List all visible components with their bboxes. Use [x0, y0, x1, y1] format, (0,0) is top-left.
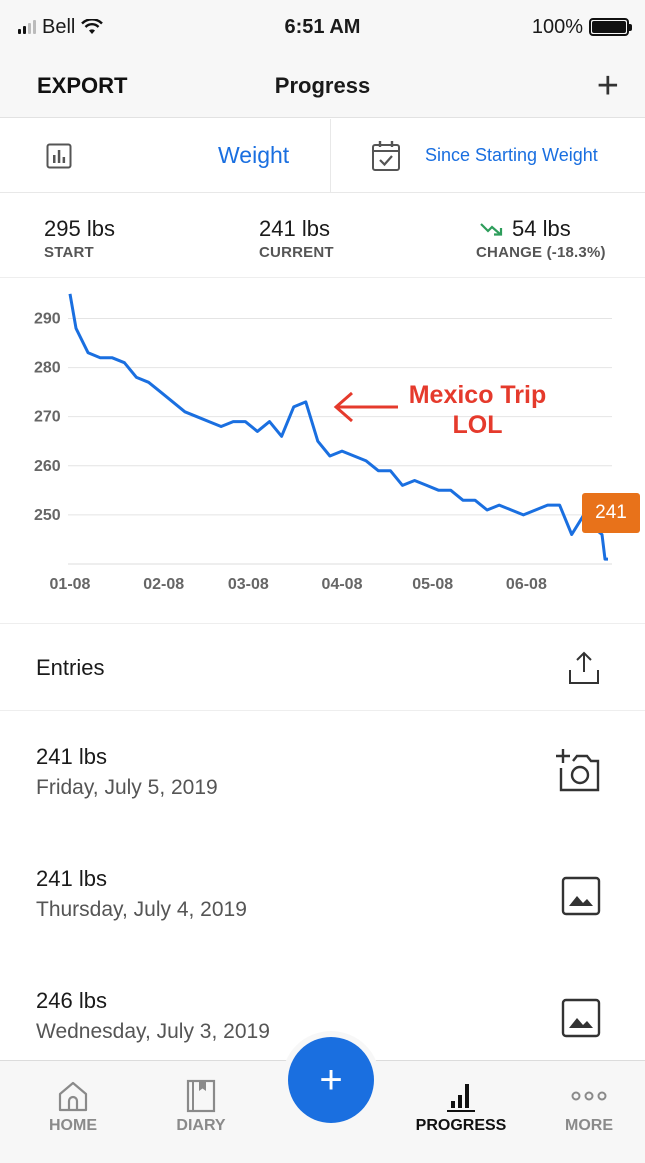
stats-row: 295 lbs START 241 lbs CURRENT 54 lbs CHA…	[0, 194, 645, 278]
stat-change-value: 54 lbs	[512, 216, 571, 241]
battery-icon	[589, 18, 632, 36]
current-value-tooltip: 241	[582, 493, 640, 533]
stat-change: 54 lbs CHANGE (-18.3%)	[476, 216, 606, 261]
wifi-icon	[81, 19, 104, 34]
annotation-arrow-head	[333, 391, 353, 423]
y-tick-label: 260	[34, 458, 61, 475]
x-tick-label: 03-08	[228, 576, 269, 593]
entries-header: Entries	[0, 625, 645, 711]
y-tick-label: 270	[34, 409, 61, 426]
trend-down-icon	[480, 223, 503, 236]
bar-chart-icon	[46, 143, 72, 168]
weight-series-line	[68, 293, 608, 561]
tab-diary-label: DIARY	[176, 1117, 226, 1134]
battery-level	[592, 21, 626, 33]
y-tick-label: 280	[34, 360, 61, 377]
export-button[interactable]: EXPORT	[37, 72, 128, 98]
entry-row[interactable]: 246 lbs Wednesday, July 3, 2019	[0, 956, 645, 1078]
x-tick-label: 04-08	[322, 576, 363, 593]
entry-row[interactable]: 241 lbs Thursday, July 4, 2019	[0, 834, 645, 956]
image-icon[interactable]	[561, 876, 601, 916]
chart-annotation: Mexico Trip LOL	[370, 381, 585, 440]
stat-change-label: CHANGE (-18.3%)	[476, 244, 606, 261]
weight-chart-svg: 290 280 270 260 250 01-08 02-08 03-08 04-08 05-08…	[34, 293, 612, 593]
tab-home[interactable]: HOME	[13, 1079, 133, 1135]
tab-home-label: HOME	[49, 1117, 97, 1134]
y-tick-label: 290	[34, 310, 61, 327]
signal-icon	[18, 20, 36, 34]
entry-date: Wednesday, July 3, 2019	[36, 1020, 270, 1043]
entries-title: Entries	[36, 654, 105, 680]
status-right: 100%	[531, 15, 632, 39]
plus-icon: +	[319, 1057, 343, 1102]
metric-label: Weight	[218, 142, 290, 168]
plus-icon[interactable]: +	[596, 64, 619, 107]
weight-chart[interactable]: 290 280 270 260 250 01-08 02-08 03-08 04-08 05-08…	[0, 279, 645, 624]
entry-weight: 241 lbs	[36, 744, 107, 769]
stat-start-label: START	[44, 244, 94, 261]
range-label: Since Starting Weight	[425, 145, 598, 165]
more-dots-icon	[571, 1091, 607, 1101]
add-photo-icon[interactable]	[555, 748, 601, 794]
annotation-line-1: Mexico Trip	[408, 381, 547, 409]
battery-percent: 100%	[531, 15, 583, 38]
home-icon	[58, 1081, 88, 1112]
calendar-check-icon	[372, 140, 400, 171]
tab-progress[interactable]: PROGRESS	[401, 1079, 521, 1135]
image-icon[interactable]	[561, 998, 601, 1038]
x-tick-label: 05-08	[412, 576, 453, 593]
status-left: Bell	[18, 15, 104, 39]
progress-chart-icon	[447, 1084, 475, 1112]
entry-row[interactable]: 241 lbs Friday, July 5, 2019	[0, 712, 645, 834]
entry-weight: 246 lbs	[36, 988, 107, 1013]
x-tick-label: 06-08	[506, 576, 547, 593]
entry-date: Friday, July 5, 2019	[36, 776, 218, 799]
annotation-line-2: LOL	[452, 410, 503, 439]
metric-selector[interactable]: Weight	[0, 119, 331, 192]
tab-diary[interactable]: DIARY	[141, 1079, 261, 1135]
y-tick-label: 250	[34, 507, 61, 524]
entry-weight: 241 lbs	[36, 866, 107, 891]
carrier-name: Bell	[42, 15, 76, 38]
stat-current: 241 lbs CURRENT	[259, 216, 334, 261]
stat-current-value: 241 lbs	[259, 216, 330, 241]
x-tick-label: 01-08	[50, 576, 91, 593]
tab-more-label: MORE	[565, 1117, 613, 1134]
tab-more[interactable]: MORE	[529, 1079, 645, 1135]
add-entry-button[interactable]: +	[288, 1037, 374, 1123]
stat-start-value: 295 lbs	[44, 216, 115, 241]
stat-current-label: CURRENT	[259, 244, 334, 261]
book-icon	[186, 1079, 216, 1113]
share-icon[interactable]	[567, 650, 601, 686]
status-bar: Bell 6:51 AM 100%	[0, 0, 645, 54]
x-tick-label: 02-08	[143, 576, 184, 593]
nav-bar: EXPORT Progress +	[0, 54, 645, 118]
stat-start: 295 lbs START	[44, 216, 115, 261]
range-selector[interactable]: Since Starting Weight	[331, 119, 645, 192]
entry-date: Thursday, July 4, 2019	[36, 898, 247, 921]
tab-progress-label: PROGRESS	[415, 1117, 507, 1134]
filter-row: Weight Since Starting Weight	[0, 119, 645, 193]
